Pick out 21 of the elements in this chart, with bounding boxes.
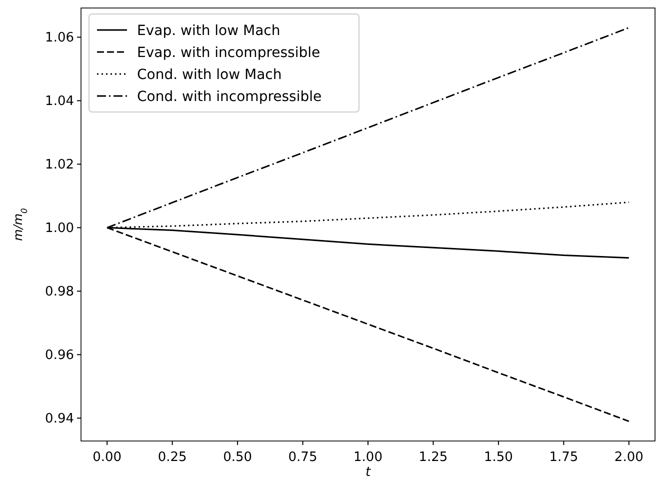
x-tick-label: 0.75 <box>288 450 318 465</box>
x-axis-title: t <box>365 465 372 480</box>
legend-label: Evap. with low Mach <box>137 23 280 39</box>
x-tick-label: 1.00 <box>354 450 382 465</box>
legend-label: Cond. with incompressible <box>137 89 322 105</box>
x-tick-label: 1.25 <box>418 450 448 465</box>
y-tick-label: 1.02 <box>45 158 74 173</box>
x-tick-label: 0.25 <box>158 450 187 465</box>
y-tick-label: 0.96 <box>45 348 74 364</box>
y-tick-label: 0.94 <box>45 412 74 427</box>
y-tick-label: 1.00 <box>45 221 74 236</box>
x-tick-label: 1.50 <box>484 450 513 465</box>
x-tick-label: 0.00 <box>92 450 122 465</box>
x-tick-label: 2.00 <box>614 450 644 465</box>
legend-label: Evap. with incompressible <box>137 45 320 61</box>
x-tick-label: 1.75 <box>549 450 578 465</box>
legend-label: Cond. with low Mach <box>137 67 282 83</box>
y-tick-label: 1.04 <box>45 94 74 110</box>
y-tick-label: 0.98 <box>45 284 74 300</box>
y-tick-label: 1.06 <box>45 30 74 46</box>
x-tick-label: 0.50 <box>223 450 252 465</box>
